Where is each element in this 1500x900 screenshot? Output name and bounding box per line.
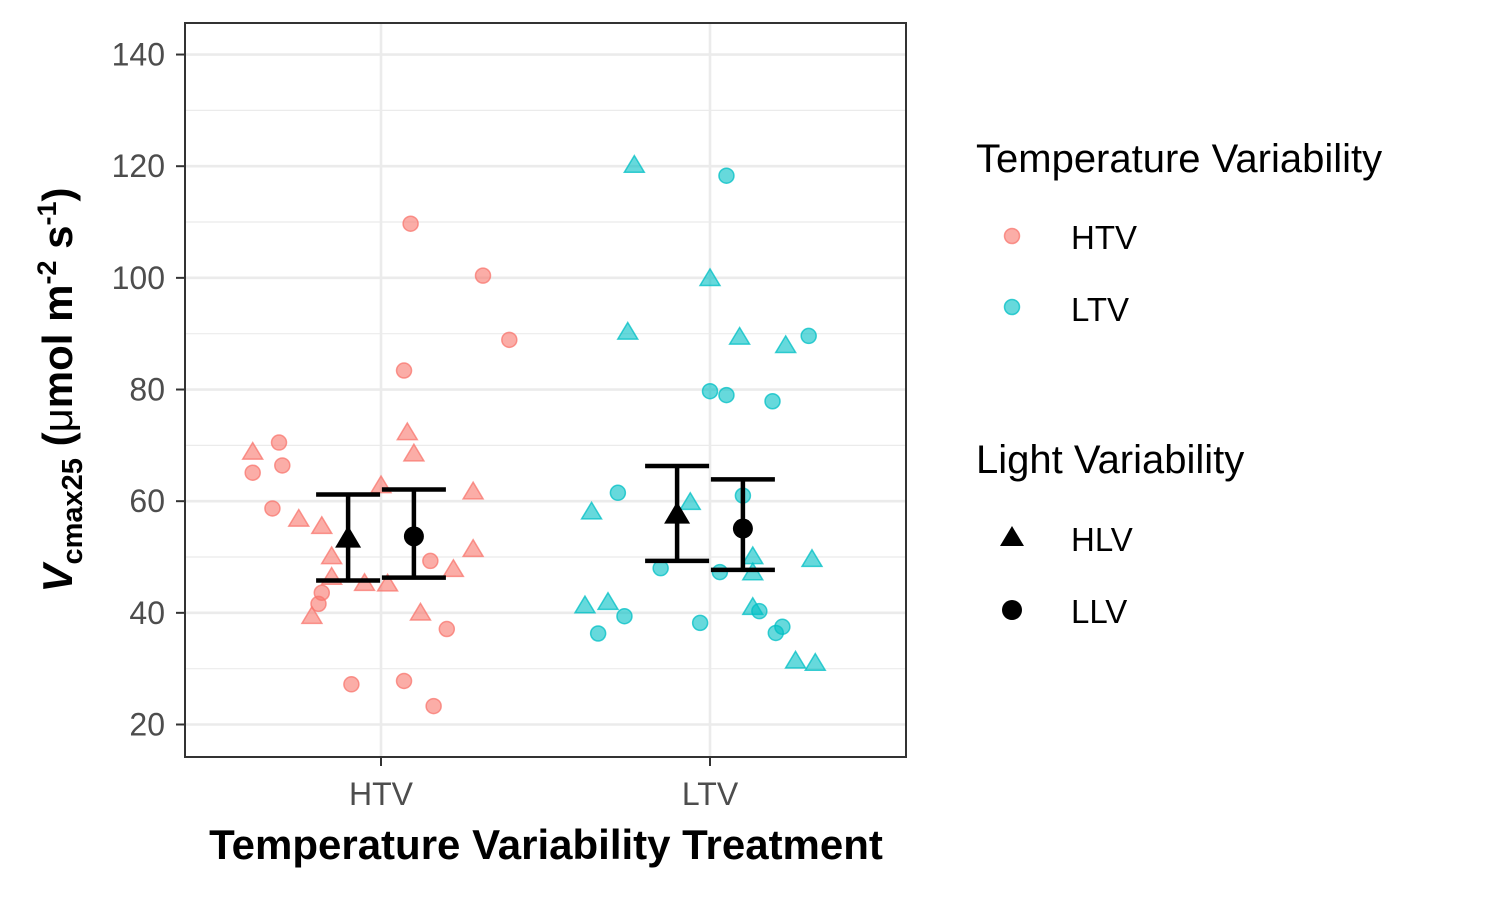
x-axis-title: Temperature Variability Treatment — [209, 821, 883, 868]
data-point-ltv-hlv-55 — [774, 334, 797, 354]
mean-marker-htv-hlv — [335, 525, 362, 548]
data-point-ltv-hlv-58 — [800, 548, 824, 568]
data-point-htv-hlv-15 — [376, 572, 399, 592]
data-point-htv-hlv-21 — [409, 601, 432, 621]
data-points — [241, 154, 827, 715]
data-point-ltv-hlv-37 — [623, 154, 646, 173]
y-tick-label-120: 120 — [112, 148, 165, 184]
legend-label-ltv: LTV — [1071, 291, 1129, 328]
data-point-ltv-hlv-31 — [580, 500, 603, 520]
data-point-htv-hlv-25 — [442, 558, 465, 578]
data-point-htv-hlv-27 — [461, 538, 485, 558]
data-point-ltv-hlv-30 — [573, 594, 597, 614]
legend-label-hlv: HLV — [1071, 521, 1133, 558]
gridlines — [185, 23, 906, 757]
data-point-ltv-hlv-56 — [784, 649, 807, 669]
y-axis-title-mol: mol m — [34, 285, 81, 409]
data-point-htv-llv-1 — [244, 464, 261, 481]
legend-label-llv: LLV — [1071, 593, 1127, 630]
y-axis-title-s: s — [34, 225, 81, 260]
data-point-htv-hlv-5 — [287, 508, 311, 527]
y-axis-title: Vcmax25 (μmol m-2 s-1) — [32, 187, 89, 592]
data-point-ltv-hlv-46 — [728, 326, 751, 345]
mean-marker-ltv-hlv — [664, 501, 691, 524]
legend-light-variability: Light Variability HLV LLV — [976, 438, 1244, 630]
data-point-ltv-llv-35 — [616, 607, 633, 625]
x-tick-label-htv: HTV — [349, 776, 414, 812]
legend-label-htv: HTV — [1071, 219, 1137, 256]
data-point-htv-hlv-26 — [461, 480, 485, 500]
data-point-ltv-llv-52 — [764, 392, 781, 410]
data-point-ltv-hlv-59 — [803, 652, 827, 671]
data-point-ltv-hlv-33 — [596, 591, 620, 611]
y-tick-label-100: 100 — [112, 260, 165, 296]
data-point-htv-llv-24 — [438, 620, 456, 638]
legend-key-llv — [1002, 600, 1022, 620]
y-axis-title-superscript-1: -2 — [32, 261, 62, 285]
data-point-htv-llv-23 — [425, 697, 442, 715]
data-point-ltv-llv-40 — [691, 614, 709, 632]
x-axis: HTV LTV — [349, 757, 739, 812]
data-point-ltv-llv-57 — [800, 327, 817, 345]
data-point-ltv-llv-34 — [609, 484, 627, 502]
data-point-htv-llv-20 — [402, 215, 419, 232]
y-axis-title-variable: V — [34, 562, 81, 593]
data-point-htv-hlv-6 — [310, 515, 334, 535]
data-point-htv-hlv-11 — [300, 605, 324, 625]
data-point-htv-hlv-0 — [241, 441, 264, 460]
data-point-htv-llv-12 — [343, 676, 360, 693]
y-axis: 20 40 60 80 100 120 140 — [112, 37, 185, 743]
data-point-ltv-llv-54 — [774, 618, 791, 636]
data-point-htv-llv-19 — [395, 672, 413, 690]
legend-key-ltv — [1003, 298, 1021, 316]
x-tick-label-ltv: LTV — [682, 776, 739, 812]
legend-title-temperature: Temperature Variability — [976, 137, 1382, 181]
y-axis-title-superscript-2: -1 — [32, 201, 62, 225]
y-tick-label-80: 80 — [129, 372, 165, 408]
data-point-htv-llv-2 — [270, 434, 288, 451]
legend-temperature-variability: Temperature Variability HTV LTV — [976, 137, 1382, 328]
data-point-ltv-llv-45 — [718, 386, 735, 404]
y-tick-label-40: 40 — [129, 595, 165, 631]
data-point-htv-llv-16 — [395, 362, 413, 379]
y-axis-title-mu: μ — [34, 408, 81, 432]
legend-title-light: Light Variability — [976, 438, 1244, 482]
data-point-ltv-llv-44 — [718, 167, 735, 184]
data-point-htv-llv-29 — [501, 331, 518, 349]
y-axis-title-unit-open: ( — [34, 432, 81, 458]
data-point-ltv-llv-32 — [589, 625, 607, 642]
data-point-ltv-llv-42 — [701, 382, 719, 400]
data-point-htv-hlv-18 — [402, 442, 426, 462]
mean-marker-htv-llv — [403, 526, 424, 547]
y-axis-title-close: ) — [34, 187, 81, 201]
y-axis-title-subscript: cmax25 — [57, 458, 89, 564]
data-point-htv-llv-28 — [474, 267, 492, 284]
data-point-htv-hlv-7 — [320, 545, 343, 565]
data-point-ltv-llv-51 — [751, 602, 768, 620]
data-point-htv-llv-4 — [264, 500, 281, 517]
data-point-htv-llv-10 — [310, 595, 327, 613]
data-point-htv-hlv-17 — [396, 421, 419, 441]
y-tick-label-20: 20 — [129, 707, 165, 743]
data-point-htv-llv-22 — [422, 552, 439, 570]
summary-errorbars — [316, 463, 775, 583]
data-point-htv-llv-3 — [274, 457, 291, 474]
data-point-ltv-hlv-36 — [616, 321, 640, 340]
data-point-ltv-hlv-39 — [678, 491, 702, 511]
y-tick-label-140: 140 — [112, 37, 165, 73]
data-point-ltv-hlv-41 — [698, 267, 722, 287]
y-tick-label-60: 60 — [129, 483, 165, 519]
mean-marker-ltv-llv — [732, 518, 753, 539]
legend-key-hlv — [1000, 526, 1024, 546]
legend-key-htv — [1003, 227, 1021, 245]
